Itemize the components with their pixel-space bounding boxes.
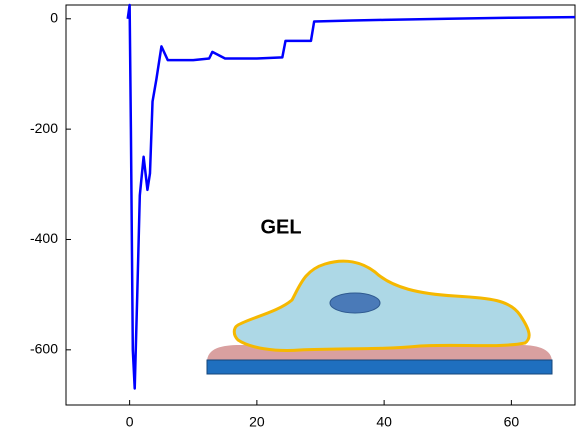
cell: [232, 259, 531, 352]
plot-frame: [65, 4, 576, 406]
x-tick-label: 20: [249, 414, 265, 430]
y-tick-label: -400: [30, 230, 58, 246]
cell-illustration: [206, 259, 553, 375]
y-tick-label: -200: [30, 120, 58, 136]
nucleus: [329, 292, 381, 314]
data-line: [126, 3, 576, 390]
x-tick-label: 0: [126, 414, 134, 430]
annotation: GEL: [260, 216, 301, 238]
y-tick-label: -600: [30, 341, 58, 357]
gel-base: [206, 359, 553, 375]
x-tick-label: 60: [504, 414, 520, 430]
x-tick-label: 40: [376, 414, 392, 430]
y-tick-label: 0: [50, 9, 58, 25]
